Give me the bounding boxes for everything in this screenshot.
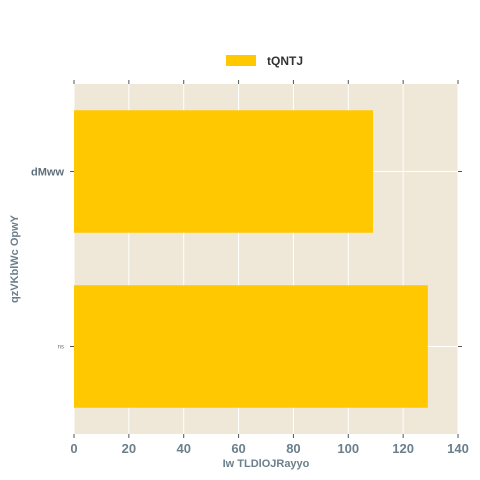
x-tick-label: 100 [337, 441, 359, 456]
x-tick-label: 0 [70, 441, 77, 456]
bars [74, 110, 428, 408]
x-axis-ticks: 0 20 40 60 80 100 120 140 [70, 80, 469, 456]
y-axis-label: qzVKblWc OpwY [9, 214, 21, 303]
bar-dMww [74, 110, 373, 233]
y-tick-label: ns [58, 345, 64, 351]
x-axis-label: Iw TLDlOJRayyo [223, 458, 310, 470]
x-tick-label: 60 [231, 441, 245, 456]
x-tick-label: 80 [286, 441, 300, 456]
x-tick-label: 20 [122, 441, 136, 456]
legend: tQNTJ [226, 54, 303, 68]
x-tick-label: 120 [392, 441, 414, 456]
x-tick-label: 40 [176, 441, 190, 456]
x-tick-label: 140 [447, 441, 469, 456]
bar-ns [74, 285, 428, 408]
legend-swatch [226, 55, 256, 66]
legend-label: tQNTJ [267, 54, 303, 68]
y-tick-label: dMww [31, 167, 64, 179]
y-axis-ticks: dMww ns [31, 167, 462, 351]
